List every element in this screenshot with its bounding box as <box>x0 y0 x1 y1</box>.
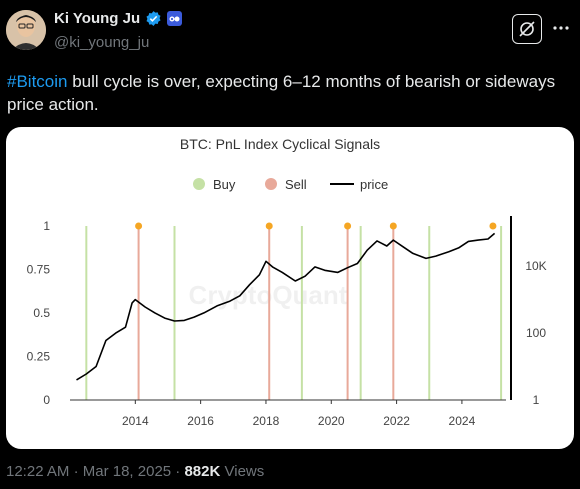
top-marker-4 <box>489 222 497 230</box>
more-options-icon[interactable] <box>551 20 571 36</box>
x-tick-label-1: 2016 <box>187 414 214 428</box>
price-series <box>76 232 496 381</box>
y-right-tick-label-0: 1 <box>533 393 540 407</box>
verified-badge-icon <box>146 11 161 26</box>
legend-label-0: Buy <box>213 177 236 192</box>
chart-image[interactable]: BTC: PnL Index Cyclical Signals Buy Sell p… <box>6 127 574 449</box>
price-line <box>76 232 496 381</box>
author-handle[interactable]: @ki_young_ju <box>54 34 150 51</box>
x-tick-label-3: 2020 <box>318 414 345 428</box>
top-marker-2 <box>344 222 352 230</box>
chart-svg: BTC: PnL Index Cyclical Signals Buy Sell p… <box>27 136 547 428</box>
y-left-tick-label-2: 0.5 <box>33 306 50 320</box>
x-tick-label-2: 2018 <box>253 414 280 428</box>
x-tick-label-0: 2014 <box>122 414 149 428</box>
top-marker-1 <box>265 222 273 230</box>
y-left-tick-label-0: 0 <box>43 393 50 407</box>
tweet-meta: 12:22 AM · Mar 18, 2025 · 882K Views <box>6 463 264 480</box>
tweet-text: #Bitcoin bull cycle is over, expecting 6… <box>7 70 575 116</box>
views-count[interactable]: 882K <box>184 463 221 480</box>
signal-markers <box>135 222 497 230</box>
y-left-tick-label-4: 1 <box>43 219 50 233</box>
chart-title: BTC: PnL Index Cyclical Signals <box>180 136 380 152</box>
x-tick-label-4: 2022 <box>383 414 410 428</box>
author-avatar[interactable] <box>6 10 46 50</box>
chart-watermark: CryptoQuant <box>189 280 348 310</box>
legend-label-1: Sell <box>285 177 307 192</box>
tweet-body: bull cycle is over, expecting 6–12 month… <box>7 72 556 114</box>
y-right-tick-label-2: 10K <box>525 259 546 273</box>
author-name[interactable]: Ki Young Ju <box>54 10 141 27</box>
top-marker-0 <box>135 222 143 230</box>
signal-lines <box>85 226 503 400</box>
x-tick-label-5: 2024 <box>449 414 476 428</box>
affiliate-badge-icon[interactable] <box>167 11 183 26</box>
hashtag-link[interactable]: #Bitcoin <box>7 72 68 91</box>
legend-marker-1 <box>265 178 277 190</box>
meta-separator: · <box>73 463 83 480</box>
views-label: Views <box>224 463 265 480</box>
tweet-date[interactable]: Mar 18, 2025 <box>82 463 172 480</box>
y-right-tick-label-1: 100 <box>526 326 546 340</box>
y-left-tick-label-3: 0.75 <box>27 263 51 277</box>
legend-label-2: price <box>360 177 388 192</box>
legend-marker-0 <box>193 178 205 190</box>
top-marker-3 <box>389 222 397 230</box>
grok-icon[interactable] <box>512 14 542 44</box>
tweet-time[interactable]: 12:22 AM <box>6 463 70 480</box>
chart-axes: 2014 2016 2018 2020 2022 2024 0 0.25 0.5 0.75 1 1 10… <box>27 216 547 428</box>
chart-legend: Buy Sell price <box>193 177 388 192</box>
meta-separator: · <box>175 463 185 480</box>
y-left-tick-label-1: 0.25 <box>27 350 51 364</box>
